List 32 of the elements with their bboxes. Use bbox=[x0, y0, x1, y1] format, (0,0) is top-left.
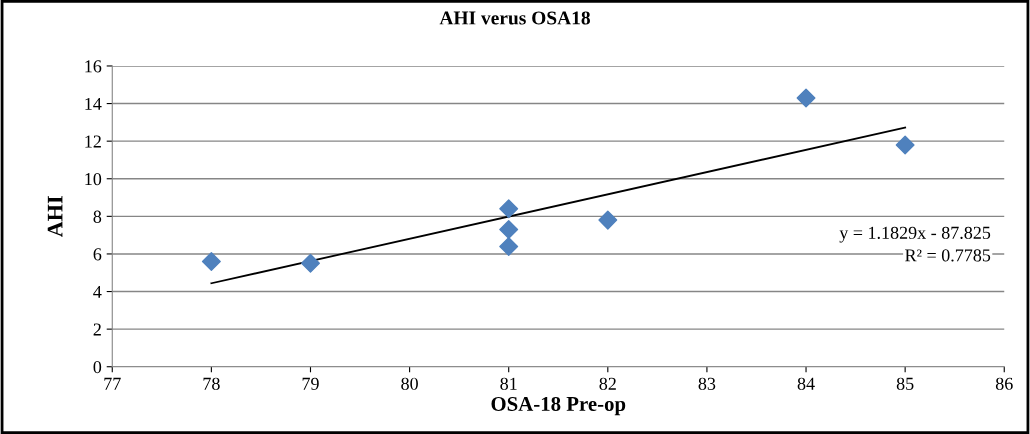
y-tick-label: 6 bbox=[93, 248, 102, 261]
point bbox=[796, 88, 816, 108]
annotation: R² = 0.7785 bbox=[905, 249, 991, 262]
point bbox=[499, 199, 519, 219]
point bbox=[301, 253, 320, 273]
y-tick-label: 8 bbox=[93, 210, 102, 223]
x-tick-label: 77 bbox=[104, 377, 121, 390]
x-axis-title: OSA-18 Pre-op bbox=[491, 396, 626, 416]
y-tick-label: 10 bbox=[85, 173, 102, 186]
y-tick-label: 12 bbox=[85, 135, 101, 148]
y-tick-label: 14 bbox=[85, 97, 102, 110]
x-tick-label: 85 bbox=[896, 377, 914, 390]
y-axis-title: AHI bbox=[47, 196, 63, 238]
point bbox=[598, 210, 618, 230]
x-tick-label: 86 bbox=[995, 377, 1013, 390]
x-tick-label: 81 bbox=[500, 377, 517, 390]
point bbox=[201, 251, 221, 271]
annotation: y = 1.1829x - 87.825 bbox=[839, 226, 991, 243]
x-tick-label: 84 bbox=[797, 377, 815, 390]
x-tick-label: 80 bbox=[401, 377, 418, 390]
y-tick-label: 16 bbox=[85, 60, 102, 73]
point bbox=[895, 135, 915, 155]
chart-title: AHI verus OSA18 bbox=[439, 11, 590, 25]
x-tick-label: 79 bbox=[302, 377, 319, 390]
x-tick-label: 83 bbox=[698, 377, 716, 390]
x-tick-label: 82 bbox=[599, 377, 616, 390]
x-tick-label: 78 bbox=[203, 377, 220, 390]
y-tick-label: 0 bbox=[93, 360, 102, 374]
y-tick-label: 2 bbox=[93, 323, 101, 336]
point bbox=[499, 220, 519, 239]
y-tick-label: 4 bbox=[93, 285, 102, 298]
point bbox=[499, 236, 519, 256]
